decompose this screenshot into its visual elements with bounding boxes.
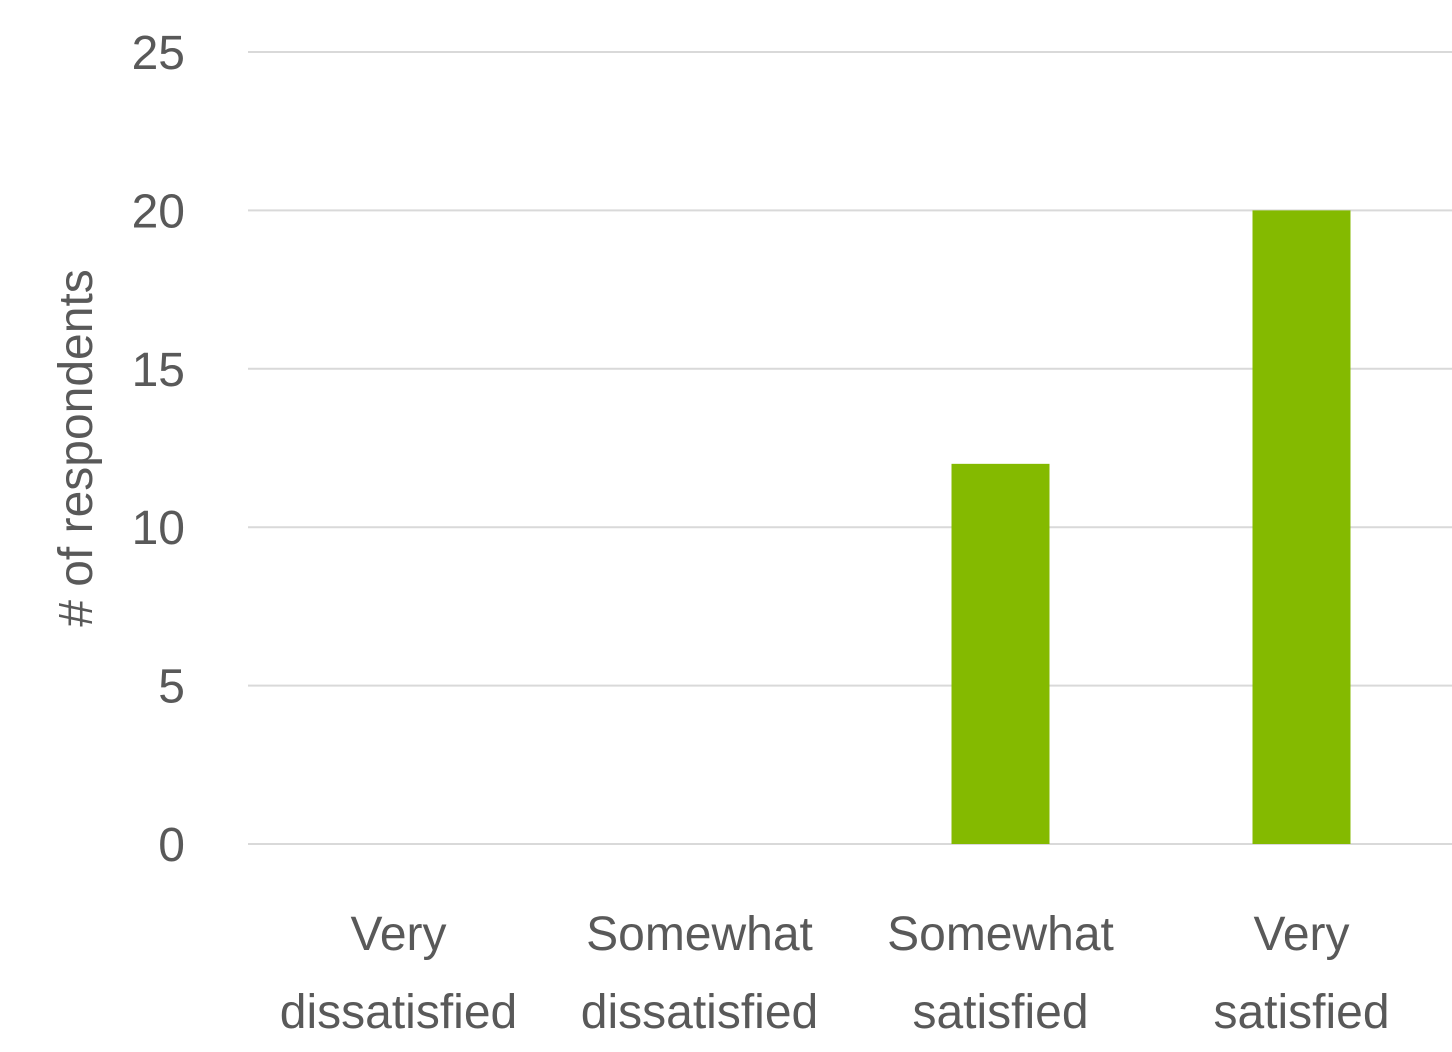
x-category-label: Somewhat satisfied	[887, 908, 1114, 1039]
x-category-label-line: satisfied	[912, 986, 1088, 1039]
bars	[951, 210, 1351, 844]
x-category-label-line: Very	[1253, 908, 1349, 961]
bar-3	[1252, 210, 1351, 844]
x-category-label-line: Very	[350, 908, 446, 961]
x-category-label: Very dissatisfied	[280, 908, 517, 1039]
y-tick-label: 15	[132, 344, 185, 397]
x-category-label-line: Somewhat	[887, 908, 1114, 961]
x-category-label: Very satisfied	[1213, 908, 1389, 1039]
bar-2	[951, 463, 1050, 844]
y-tick-label: 25	[132, 27, 185, 80]
y-tick-label: 20	[132, 185, 185, 238]
x-category-label: Somewhat dissatisfied	[581, 908, 818, 1039]
x-category-label-line: dissatisfied	[280, 986, 517, 1039]
x-category-label-line: satisfied	[1213, 986, 1389, 1039]
y-tick-label: 10	[132, 502, 185, 555]
y-axis-tick-labels: 0 5 10 15 20 25	[132, 27, 185, 872]
x-category-label-line: Somewhat	[586, 908, 813, 961]
y-tick-label: 5	[158, 661, 185, 714]
y-tick-label: 0	[158, 819, 185, 872]
y-axis-title: # of respondents	[50, 269, 103, 627]
x-category-label-line: dissatisfied	[581, 986, 818, 1039]
gridlines	[248, 51, 1452, 845]
